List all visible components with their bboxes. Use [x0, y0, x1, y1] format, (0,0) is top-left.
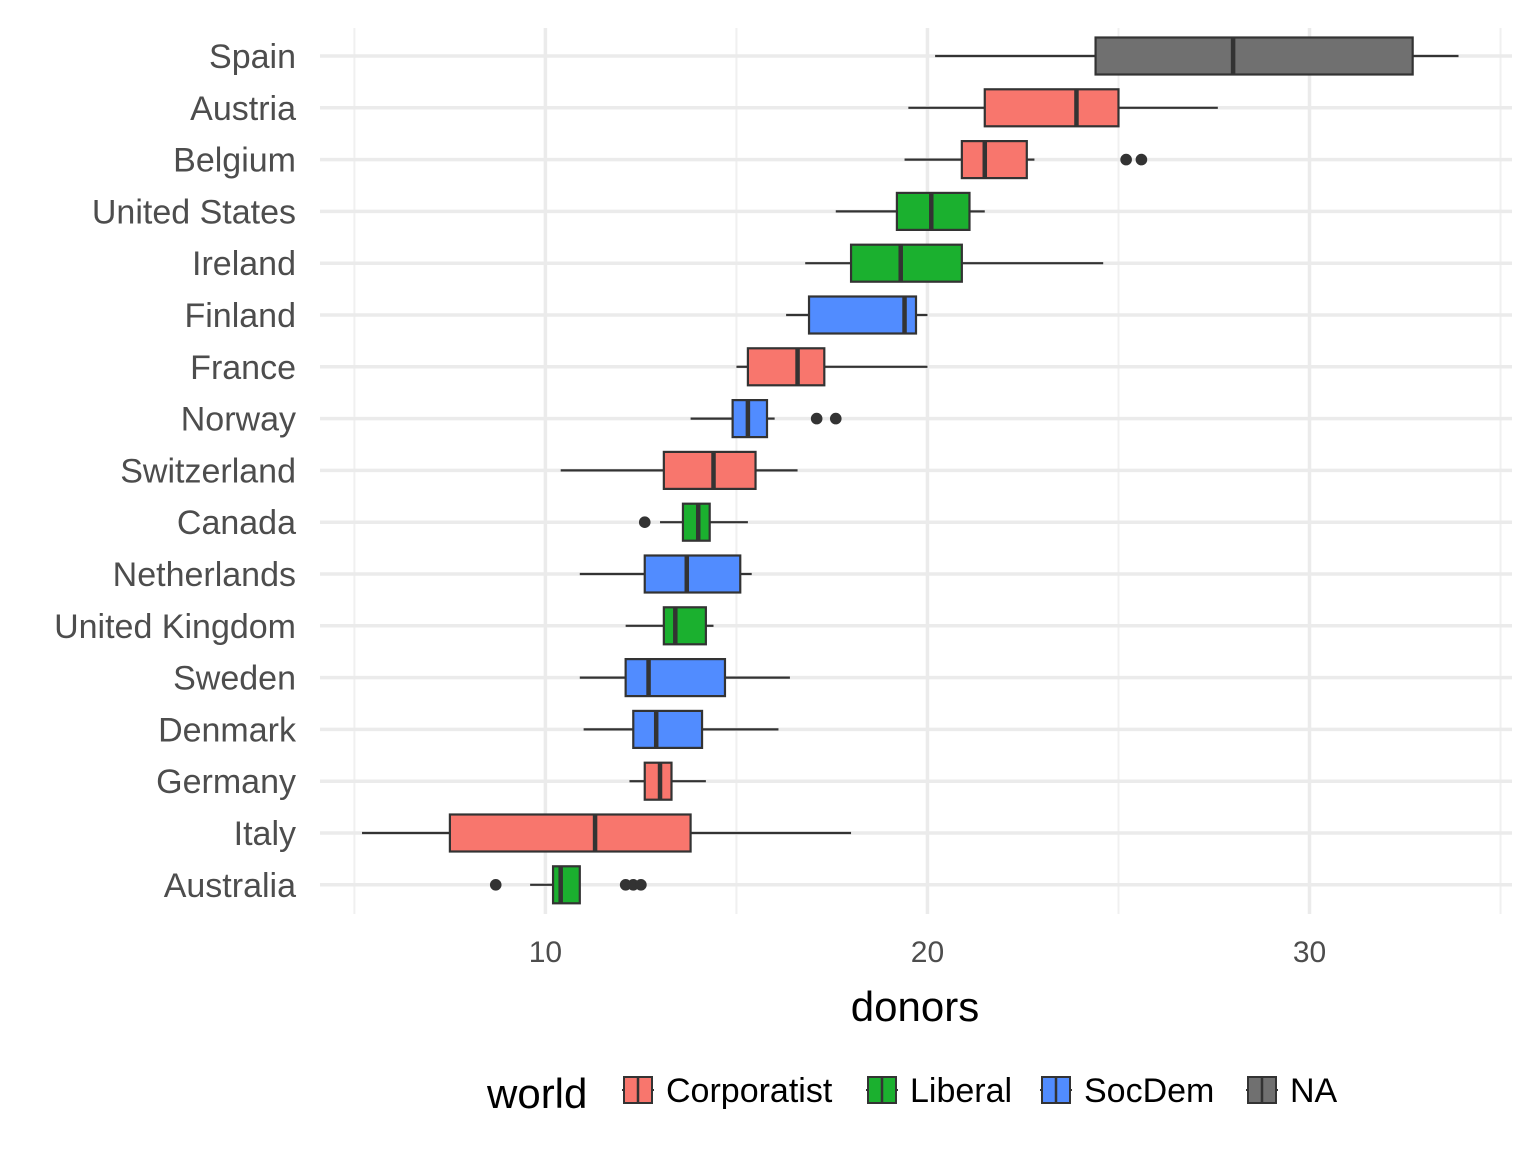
plot-area [362, 36, 1459, 905]
y-tick-label: Germany [156, 763, 296, 801]
legend-item-socdem: SocDem [1040, 1072, 1214, 1110]
box-switzerland [560, 450, 798, 490]
y-tick-label: Spain [209, 38, 296, 76]
box-canada [638, 502, 748, 542]
y-tick-label: Ireland [192, 245, 296, 283]
y-tick-label: Netherlands [113, 556, 296, 594]
legend-label: NA [1290, 1072, 1338, 1110]
box-spain [935, 36, 1459, 76]
x-tick-label: 30 [1293, 936, 1326, 969]
legend: world Corporatist Liberal SocDem NA [486, 1070, 1338, 1117]
outlier-point [638, 516, 651, 528]
box-iqr [983, 88, 1120, 128]
legend-label: Corporatist [666, 1072, 833, 1110]
y-tick-label: Canada [177, 504, 296, 542]
box-norway [690, 399, 842, 439]
legend-label: Liberal [910, 1072, 1012, 1110]
box-australia [489, 865, 647, 905]
box-iqr [849, 243, 963, 283]
x-axis-ticks: 10 20 30 [529, 936, 1326, 969]
y-tick-label: Australia [164, 867, 296, 905]
box-denmark [583, 709, 779, 750]
legend-title: world [486, 1070, 587, 1117]
box-iqr [643, 554, 742, 594]
y-tick-label: Finland [184, 297, 296, 335]
y-tick-label: Denmark [158, 711, 297, 749]
y-tick-label: Italy [234, 815, 296, 853]
legend-item-na: NA [1246, 1072, 1338, 1110]
box-iqr [662, 450, 757, 490]
box-italy [362, 813, 852, 853]
box-iqr [807, 295, 918, 335]
legend-label: SocDem [1084, 1072, 1214, 1110]
box-iqr [624, 657, 727, 698]
box-finland [786, 295, 928, 335]
y-tick-label: United States [92, 193, 296, 231]
outlier-point [1135, 153, 1148, 166]
box-austria [908, 88, 1218, 128]
box-iqr [1094, 36, 1414, 76]
y-tick-label: Austria [190, 90, 296, 128]
box-belgium [904, 140, 1148, 180]
box-iqr [448, 813, 692, 853]
x-tick-label: 20 [911, 936, 944, 969]
box-germany [629, 761, 706, 801]
box-iqr [551, 865, 581, 905]
box-sweden [579, 657, 790, 698]
outlier-point [1120, 153, 1132, 166]
box-iqr [662, 606, 707, 646]
box-united-states [835, 191, 985, 231]
outlier-point [635, 879, 647, 891]
y-tick-label: France [190, 349, 296, 387]
box-france [736, 347, 928, 387]
y-tick-label: Belgium [173, 142, 296, 180]
outlier-point [489, 879, 502, 891]
y-tick-label: Switzerland [120, 452, 296, 490]
legend-item-corporatist: Corporatist [622, 1072, 833, 1110]
y-tick-label: Norway [181, 401, 296, 439]
x-axis-title: donors [851, 983, 979, 1030]
y-tick-label: Sweden [173, 660, 296, 698]
legend-item-liberal: Liberal [866, 1072, 1012, 1110]
box-netherlands [579, 554, 752, 594]
y-tick-label: United Kingdom [54, 608, 296, 646]
outlier-point [829, 412, 842, 425]
box-united-kingdom [625, 606, 714, 646]
y-axis-labels: Spain Austria Belgium United States Ireland F… [54, 38, 297, 905]
box-iqr [746, 347, 826, 387]
box-iqr [960, 140, 1028, 180]
outlier-point [810, 412, 823, 425]
box-ireland [805, 243, 1104, 283]
x-tick-label: 10 [529, 936, 562, 969]
box-iqr [632, 709, 704, 750]
grid [320, 28, 1512, 914]
